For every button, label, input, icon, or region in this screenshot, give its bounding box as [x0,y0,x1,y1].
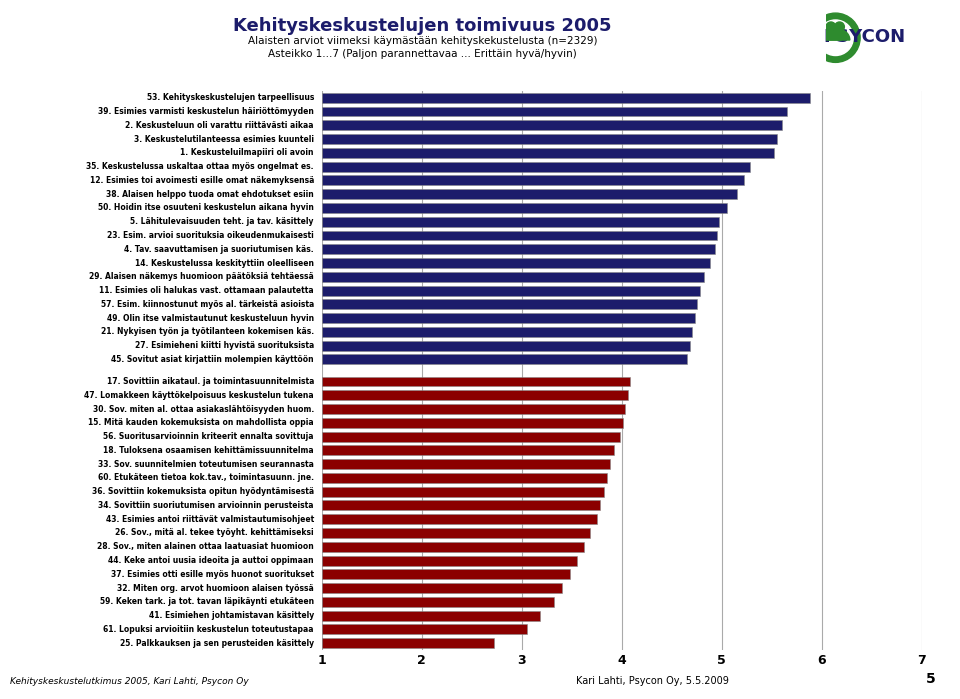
Bar [322,404,625,414]
Bar [322,459,610,469]
Bar [322,258,709,268]
Text: 56. Suoritusarvioinnin kriteerit ennalta sovittuja: 56. Suoritusarvioinnin kriteerit ennalta… [104,432,314,441]
Text: 32. Miten org. arvot huomioon alaisen työssä: 32. Miten org. arvot huomioon alaisen ty… [117,584,314,593]
Text: 44. Keke antoi uusia ideoita ja auttoi oppimaan: 44. Keke antoi uusia ideoita ja auttoi o… [108,556,314,565]
Text: 57. Esim. kiinnostunut myös al. tärkeistä asioista: 57. Esim. kiinnostunut myös al. tärkeist… [101,300,314,309]
Bar [322,514,596,524]
Text: 36. Sovittiin kokemuksista opitun hyödyntämisestä: 36. Sovittiin kokemuksista opitun hyödyn… [92,487,314,496]
Text: 49. Olin itse valmistautunut keskusteluun hyvin: 49. Olin itse valmistautunut keskusteluu… [107,314,314,323]
Text: 12. Esimies toi avoimesti esille omat näkemyksensä: 12. Esimies toi avoimesti esille omat nä… [89,176,314,185]
Bar [322,418,623,428]
Text: 3. Keskustelutilanteessa esimies kuunteli: 3. Keskustelutilanteessa esimies kuuntel… [134,135,314,143]
Bar [322,445,613,455]
Text: PSYCON: PSYCON [824,27,906,45]
Text: 23. Esim. arvioi suorituksia oikeudenmukaisesti: 23. Esim. arvioi suorituksia oikeudenmuk… [108,231,314,240]
Text: 47. Lomakkeen käyttökelpoisuus keskustelun tukena: 47. Lomakkeen käyttökelpoisuus keskustel… [84,391,314,400]
Circle shape [826,22,836,31]
Text: 2. Keskusteluun oli varattu riittävästi aikaa: 2. Keskusteluun oli varattu riittävästi … [126,121,314,130]
Circle shape [834,22,845,31]
Text: Kehityskeskustelutkimus 2005, Kari Lahti, Psycon Oy: Kehityskeskustelutkimus 2005, Kari Lahti… [10,677,249,686]
Text: 39. Esimies varmisti keskustelun häiriöttömyyden: 39. Esimies varmisti keskustelun häiriöt… [98,107,314,116]
Bar [322,528,589,538]
Bar [322,175,744,185]
Bar [322,272,704,282]
Bar [322,120,781,130]
Bar [322,624,527,635]
Bar [322,390,628,401]
Bar [322,431,619,442]
Text: 35. Keskustelussa uskaltaa ottaa myös ongelmat es.: 35. Keskustelussa uskaltaa ottaa myös on… [86,162,314,171]
Text: 30. Sov. miten al. ottaa asiakaslähtöisyyden huom.: 30. Sov. miten al. ottaa asiakaslähtöisy… [93,405,314,414]
Text: 41. Esimiehen johtamistavan käsittely: 41. Esimiehen johtamistavan käsittely [149,611,314,620]
Text: 14. Keskustelussa keskityttiin oleelliseen: 14. Keskustelussa keskityttiin oleellise… [135,259,314,268]
Wedge shape [829,30,850,40]
Bar [322,217,719,226]
Bar [322,611,540,621]
Bar [322,542,584,552]
Text: 53. Kehityskeskustelujen tarpeellisuus: 53. Kehityskeskustelujen tarpeellisuus [147,93,314,102]
Bar [322,313,695,323]
Text: Kehityskeskustelujen toimivuus 2005: Kehityskeskustelujen toimivuus 2005 [233,17,612,36]
Text: 50. Hoidin itse osuuteni keskustelun aikana hyvin: 50. Hoidin itse osuuteni keskustelun aik… [98,203,314,212]
Bar [322,473,607,483]
Circle shape [811,13,860,62]
Bar [322,148,774,158]
Text: 4. Tav. saavuttamisen ja suoriutumisen käs.: 4. Tav. saavuttamisen ja suoriutumisen k… [124,245,314,254]
Text: 61. Lopuksi arvioitiin keskustelun toteutustapaa: 61. Lopuksi arvioitiin keskustelun toteu… [104,625,314,634]
Text: 28. Sov., miten alainen ottaa laatuasiat huomioon: 28. Sov., miten alainen ottaa laatuasiat… [97,542,314,552]
Text: 27. Esimieheni kiitti hyvistä suorituksista: 27. Esimieheni kiitti hyvistä suorituksi… [134,341,314,350]
Text: 43. Esimies antoi riittävät valmistautumisohjeet: 43. Esimies antoi riittävät valmistautum… [106,514,314,524]
Text: 25. Palkkauksen ja sen perusteiden käsittely: 25. Palkkauksen ja sen perusteiden käsit… [120,639,314,648]
Bar [322,377,630,387]
Circle shape [818,20,853,55]
Text: 33. Sov. suunnitelmien toteutumisen seurannasta: 33. Sov. suunnitelmien toteutumisen seur… [98,460,314,468]
Bar [322,93,809,103]
Text: 11. Esimies oli halukas vast. ottamaan palautetta: 11. Esimies oli halukas vast. ottamaan p… [99,286,314,295]
Text: 60. Etukäteen tietoa kok.tav., toimintasuunn. jne.: 60. Etukäteen tietoa kok.tav., toimintas… [98,473,314,482]
Bar [322,570,569,579]
Bar [322,583,562,593]
Text: 26. Sov., mitä al. tekee työyht. kehittämiseksi: 26. Sov., mitä al. tekee työyht. kehittä… [115,528,314,538]
Text: 45. Sovitut asiat kirjattiin molempien käyttöön: 45. Sovitut asiat kirjattiin molempien k… [111,355,314,364]
Bar [322,245,714,254]
Text: 59. Keken tark. ja tot. tavan läpikäynti etukäteen: 59. Keken tark. ja tot. tavan läpikäynti… [100,598,314,606]
Bar [322,638,493,648]
Text: 17. Sovittiin aikataul. ja toimintasuunnitelmista: 17. Sovittiin aikataul. ja toimintasuunn… [107,377,314,386]
Text: Asteikko 1...7 (Paljon parannettavaa ... Erittäin hyvä/hyvin): Asteikko 1...7 (Paljon parannettavaa ...… [268,49,577,59]
Text: 18. Tuloksena osaamisen kehittämissuunnitelma: 18. Tuloksena osaamisen kehittämissuunni… [104,446,314,455]
Text: 5. Lähitulevaisuuden teht. ja tav. käsittely: 5. Lähitulevaisuuden teht. ja tav. käsit… [131,217,314,226]
Text: 38. Alaisen helppo tuoda omat ehdotukset esiin: 38. Alaisen helppo tuoda omat ehdotukset… [107,189,314,199]
Text: 15. Mitä kauden kokemuksista on mahdollista oppia: 15. Mitä kauden kokemuksista on mahdolli… [88,418,314,427]
Bar [322,327,691,337]
Text: 21. Nykyisen työn ja työtilanteen kokemisen käs.: 21. Nykyisen työn ja työtilanteen kokemi… [101,327,314,336]
Wedge shape [821,30,841,40]
Bar [322,299,697,310]
Bar [322,354,686,364]
Text: 5: 5 [926,672,936,686]
Bar [322,487,604,496]
Bar [322,189,736,199]
Text: 37. Esimies otti esille myös huonot suoritukset: 37. Esimies otti esille myös huonot suor… [111,570,314,579]
Text: 1. Keskusteluilmapiiri oli avoin: 1. Keskusteluilmapiiri oli avoin [180,148,314,157]
Text: 34. Sovittiin suoriutumisen arvioinnin perusteista: 34. Sovittiin suoriutumisen arvioinnin p… [99,501,314,510]
Bar [322,340,689,351]
Bar [322,286,700,296]
Bar [322,597,554,607]
Bar [322,106,786,117]
Bar [322,231,716,240]
Bar [322,161,750,171]
Bar [322,500,600,510]
Text: 29. Alaisen näkemys huomioon päätöksiä tehtäessä: 29. Alaisen näkemys huomioon päätöksiä t… [89,273,314,281]
Bar [322,134,777,144]
Bar [322,203,727,213]
Text: Alaisten arviot viimeksi käymästään kehityskekustelusta (n=2329): Alaisten arviot viimeksi käymästään kehi… [248,36,597,46]
Bar [322,556,577,565]
Text: Kari Lahti, Psycon Oy, 5.5.2009: Kari Lahti, Psycon Oy, 5.5.2009 [576,677,729,686]
